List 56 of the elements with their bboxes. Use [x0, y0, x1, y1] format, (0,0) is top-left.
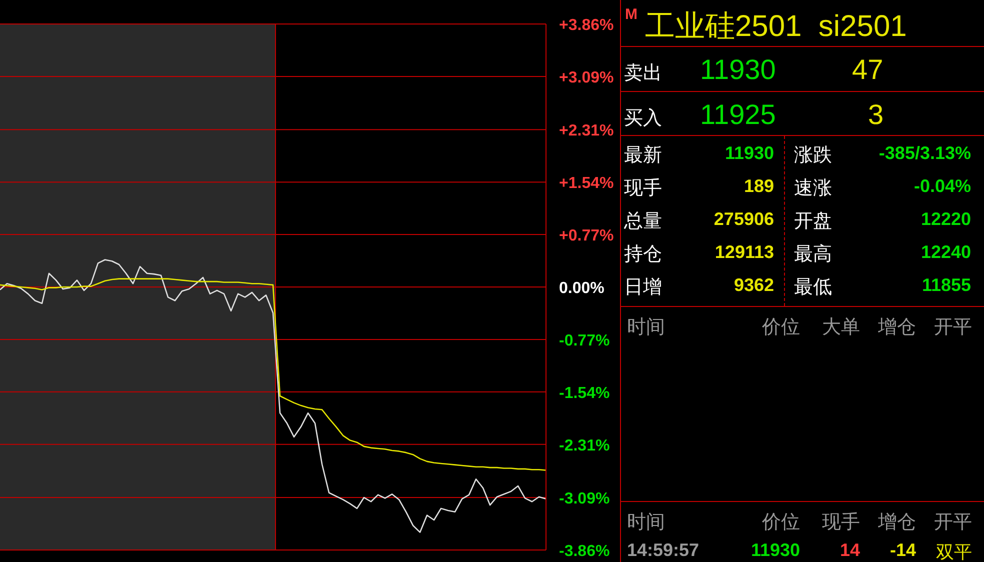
text: 买入: [624, 107, 662, 131]
text: 14: [840, 540, 860, 561]
text: 11930: [700, 54, 776, 86]
y-tick-label: -0.77%: [559, 332, 610, 350]
text: 275906: [714, 209, 774, 230]
text: 增仓: [878, 316, 916, 340]
text: -14: [890, 540, 916, 561]
text: 9362: [734, 275, 774, 296]
text: 最低: [794, 276, 832, 300]
y-tick-label: 0.00%: [559, 280, 604, 297]
text: 开平: [934, 316, 972, 340]
text: 12220: [920, 209, 971, 230]
y-tick-label: -1.54%: [559, 384, 610, 402]
text: 12240: [920, 242, 971, 263]
text: 现手: [624, 177, 662, 201]
text: 双平: [936, 541, 972, 562]
line-series: [0, 259, 547, 533]
text: 增仓: [878, 511, 916, 535]
text: 129113: [714, 242, 774, 263]
text: 11855: [922, 275, 971, 296]
text: 总量: [624, 210, 662, 234]
text: 开盘: [794, 210, 832, 234]
text: M: [625, 6, 638, 23]
text: 3: [868, 99, 884, 131]
text: 最新: [624, 144, 662, 168]
text: 14:59:57: [627, 540, 700, 561]
y-tick-label: +2.31%: [559, 122, 614, 140]
text: 11930: [750, 540, 800, 561]
text: 开平: [934, 511, 972, 535]
text: 时间: [627, 511, 665, 535]
text: 11925: [700, 99, 776, 131]
text: -0.04%: [914, 176, 971, 197]
text: 日增: [624, 276, 662, 300]
text: 现手: [822, 511, 860, 535]
text: 速涨: [794, 177, 832, 201]
y-tick-label: -2.31%: [559, 437, 610, 454]
text: 11930: [724, 143, 774, 164]
text: 189: [744, 176, 774, 197]
text: -385/3.13%: [878, 143, 971, 164]
y-tick-label: +1.54%: [559, 175, 614, 192]
text: 最高: [794, 243, 832, 267]
text: 持仓: [624, 243, 662, 267]
text: 工业硅2501 si2501: [645, 9, 907, 45]
y-tick-label: +0.77%: [559, 228, 614, 245]
text: 卖出: [624, 62, 662, 86]
y-tick-label: +3.09%: [559, 69, 614, 86]
text: 47: [852, 54, 884, 86]
y-tick-label: -3.09%: [559, 490, 610, 508]
text: 价位: [762, 316, 800, 340]
text: 时间: [627, 316, 665, 340]
text: 涨跌: [794, 144, 832, 168]
y-tick-label: +3.86%: [559, 17, 614, 34]
y-tick-label: -3.86%: [559, 543, 610, 560]
line-series: [0, 278, 547, 471]
text: 大单: [822, 316, 860, 340]
text: 价位: [762, 511, 800, 535]
